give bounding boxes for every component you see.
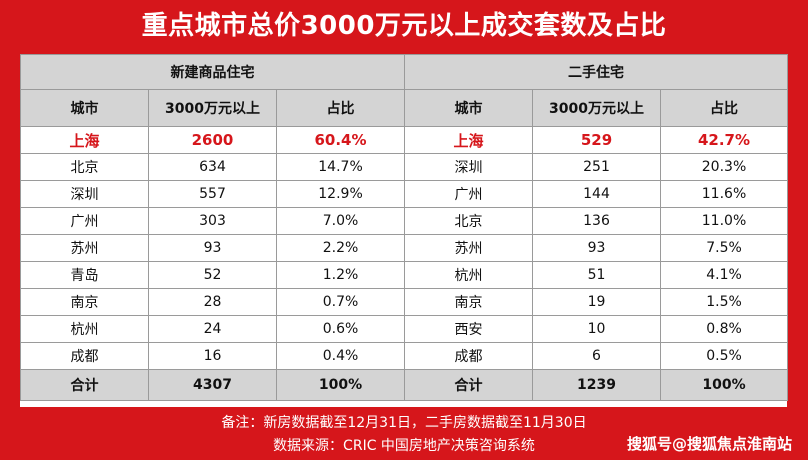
new-total-label: 合计: [20, 369, 149, 401]
second-count-cell: 136: [532, 207, 662, 235]
total-row: 合计 4307 100% 合计 1239 100%: [20, 369, 789, 401]
second-share-cell: 20.3%: [660, 153, 789, 181]
page-title: 重点城市总价3000万元以上成交套数及占比: [141, 11, 667, 41]
second-count-cell: 10: [532, 315, 662, 343]
data-table: 新建商品住宅 二手住宅 城市 3000万元以上 占比 城市 3000万元以上 占…: [19, 54, 789, 401]
second-share-cell: 0.5%: [660, 342, 789, 370]
group-header-row: 新建商品住宅 二手住宅: [19, 54, 789, 90]
table-row: 成都 16 0.4% 成都 6 0.5%: [20, 342, 789, 370]
second-city-cell: 杭州: [404, 261, 534, 289]
new-city-cell: 杭州: [20, 315, 149, 343]
second-share-cell: 11.0%: [660, 207, 789, 235]
footer-notes: 备注：新房数据截至12月31日，二手房数据截至11月30日 数据来源：CRIC …: [0, 408, 808, 460]
second-total-count: 1239: [532, 369, 662, 401]
new-count-cell: 557: [148, 180, 277, 208]
column-header-share: 占比: [660, 89, 789, 127]
table-row: 青岛 52 1.2% 杭州 51 4.1%: [20, 261, 789, 289]
second-count-cell: 529: [532, 126, 662, 154]
second-city-cell: 西安: [404, 315, 534, 343]
second-city-cell: 深圳: [404, 153, 534, 181]
new-count-cell: 16: [148, 342, 277, 370]
watermark: 搜狐号@搜狐焦点淮南站: [626, 435, 792, 453]
second-count-cell: 19: [532, 288, 662, 316]
second-share-cell: 4.1%: [660, 261, 789, 289]
group-header-second: 二手住宅: [404, 54, 789, 90]
new-count-cell: 634: [148, 153, 277, 181]
new-share-cell: 2.2%: [275, 234, 406, 262]
note-remark: 备注：新房数据截至12月31日，二手房数据截至11月30日: [221, 415, 587, 431]
new-city-cell: 广州: [20, 207, 149, 235]
second-share-cell: 7.5%: [660, 234, 789, 262]
data-table-container: 新建商品住宅 二手住宅 城市 3000万元以上 占比 城市 3000万元以上 占…: [19, 54, 789, 407]
table-row: 苏州 93 2.2% 苏州 93 7.5%: [20, 234, 789, 262]
new-count-cell: 52: [148, 261, 277, 289]
new-count-cell: 24: [148, 315, 277, 343]
new-count-cell: 303: [148, 207, 277, 235]
note-source: 数据来源：CRIC 中国房地产决策咨询系统: [273, 438, 535, 454]
new-share-cell: 12.9%: [275, 180, 406, 208]
new-city-cell: 成都: [20, 342, 149, 370]
column-header-city: 城市: [404, 89, 534, 127]
second-count-cell: 6: [532, 342, 662, 370]
column-header-count: 3000万元以上: [532, 89, 662, 127]
new-share-cell: 14.7%: [275, 153, 406, 181]
new-share-cell: 0.6%: [275, 315, 406, 343]
new-city-cell: 青岛: [20, 261, 149, 289]
column-header-row: 城市 3000万元以上 占比 城市 3000万元以上 占比: [20, 89, 789, 127]
second-share-cell: 1.5%: [660, 288, 789, 316]
second-city-cell: 苏州: [404, 234, 534, 262]
new-city-cell: 苏州: [20, 234, 149, 262]
second-share-cell: 11.6%: [660, 180, 789, 208]
new-total-share: 100%: [275, 369, 406, 401]
table-row: 广州 303 7.0% 北京 136 11.0%: [20, 207, 789, 235]
table-row: 南京 28 0.7% 南京 19 1.5%: [20, 288, 789, 316]
second-count-cell: 51: [532, 261, 662, 289]
new-share-cell: 60.4%: [275, 126, 406, 154]
second-count-cell: 93: [532, 234, 662, 262]
second-city-cell: 广州: [404, 180, 534, 208]
column-header-count: 3000万元以上: [148, 89, 277, 127]
second-share-cell: 0.8%: [660, 315, 789, 343]
new-share-cell: 1.2%: [275, 261, 406, 289]
second-count-cell: 144: [532, 180, 662, 208]
new-city-cell: 北京: [20, 153, 149, 181]
second-city-cell: 北京: [404, 207, 534, 235]
second-total-share: 100%: [660, 369, 789, 401]
second-city-cell: 成都: [404, 342, 534, 370]
new-count-cell: 93: [148, 234, 277, 262]
table-row: 北京 634 14.7% 深圳 251 20.3%: [20, 153, 789, 181]
new-share-cell: 0.4%: [275, 342, 406, 370]
column-header-share: 占比: [275, 89, 406, 127]
second-city-cell: 上海: [404, 126, 534, 154]
table-row: 上海 2600 60.4% 上海 529 42.7%: [20, 126, 789, 154]
new-city-cell: 南京: [20, 288, 149, 316]
second-share-cell: 42.7%: [660, 126, 789, 154]
new-share-cell: 7.0%: [275, 207, 406, 235]
new-count-cell: 2600: [148, 126, 277, 154]
new-city-cell: 上海: [20, 126, 149, 154]
group-header-new: 新建商品住宅: [19, 54, 406, 90]
second-count-cell: 251: [532, 153, 662, 181]
column-header-city: 城市: [20, 89, 149, 127]
second-city-cell: 南京: [404, 288, 534, 316]
new-city-cell: 深圳: [20, 180, 149, 208]
new-total-count: 4307: [148, 369, 277, 401]
new-count-cell: 28: [148, 288, 277, 316]
new-share-cell: 0.7%: [275, 288, 406, 316]
table-row: 深圳 557 12.9% 广州 144 11.6%: [20, 180, 789, 208]
second-total-label: 合计: [404, 369, 534, 401]
table-row: 杭州 24 0.6% 西安 10 0.8%: [20, 315, 789, 343]
